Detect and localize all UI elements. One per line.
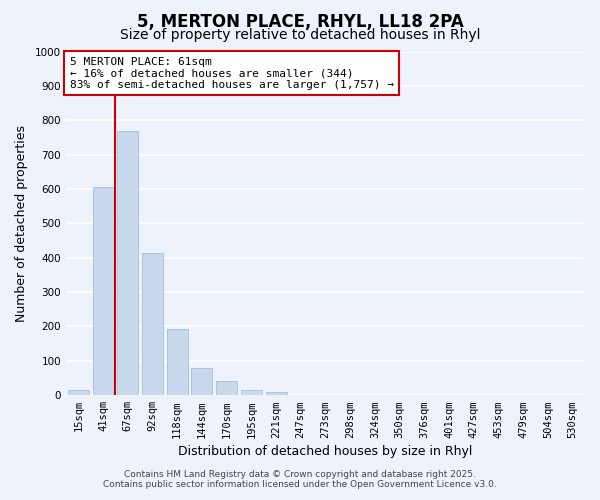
Bar [266,392,287,395]
Text: Size of property relative to detached houses in Rhyl: Size of property relative to detached ho… [120,28,480,42]
Bar [92,186,113,395]
X-axis label: Distribution of detached houses by size in Rhyl: Distribution of detached houses by size … [178,444,473,458]
Text: 5, MERTON PLACE, RHYL, LL18 2PA: 5, MERTON PLACE, RHYL, LL18 2PA [137,12,463,30]
Bar [117,130,138,395]
Text: 5 MERTON PLACE: 61sqm
← 16% of detached houses are smaller (344)
83% of semi-det: 5 MERTON PLACE: 61sqm ← 16% of detached … [70,56,394,90]
Y-axis label: Number of detached properties: Number of detached properties [15,125,28,322]
Bar [68,390,89,395]
Bar [241,390,262,395]
Bar [191,368,212,395]
Bar [167,329,188,395]
Bar [142,253,163,395]
Bar [216,382,237,395]
Text: Contains HM Land Registry data © Crown copyright and database right 2025.
Contai: Contains HM Land Registry data © Crown c… [103,470,497,489]
